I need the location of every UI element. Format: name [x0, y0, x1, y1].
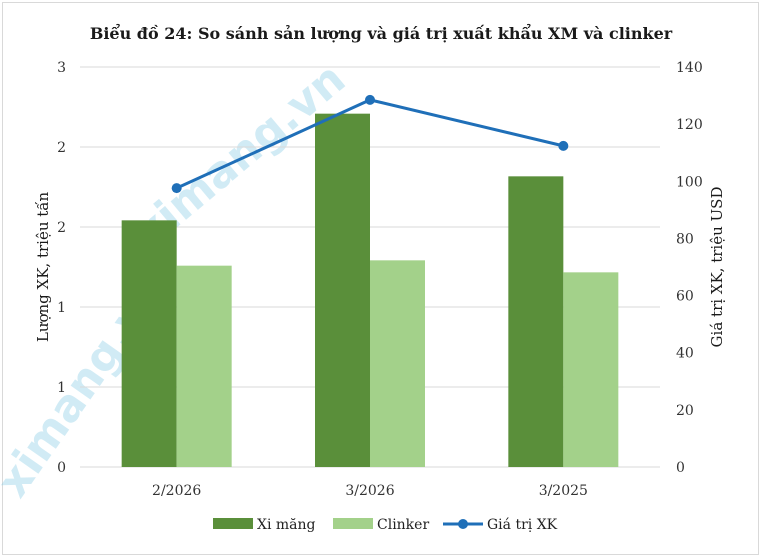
x-tick-label: 3/2025	[539, 483, 588, 499]
y-right-tick-label: 0	[676, 460, 685, 476]
legend-swatch	[333, 518, 373, 529]
y-right-tick-label: 20	[676, 403, 694, 419]
y-left-tick-label: 3	[57, 60, 66, 76]
y-left-tick-label: 2	[57, 220, 66, 236]
y-axis-left-label: Lượng XK, triệu tấn	[34, 192, 52, 343]
x-tick-label: 2/2026	[152, 483, 201, 499]
y-left-tick-label: 2	[57, 140, 66, 156]
legend: Xi măng Clinker Giá trị XK	[213, 517, 558, 533]
y-right-tick-label: 40	[676, 346, 694, 362]
bar-xi-mang	[508, 176, 564, 468]
bar-xi-mang	[121, 220, 177, 467]
bar-clinker	[563, 272, 619, 467]
legend-label: Giá trị XK	[487, 517, 558, 533]
y-left-tick-label: 1	[57, 300, 66, 316]
y-right-tick-label: 60	[676, 289, 694, 305]
line-point	[365, 94, 375, 105]
y-axis-right-label: Giá trị XK, triệu USD	[708, 187, 726, 348]
y-right-tick-label: 120	[676, 117, 703, 133]
y-right-tick-label: 80	[676, 231, 694, 247]
legend-label: Xi măng	[257, 517, 316, 533]
legend-swatch	[213, 518, 253, 529]
legend-label: Clinker	[377, 517, 429, 533]
bar-xi-mang	[315, 113, 370, 468]
bar-clinker	[176, 265, 232, 467]
line-point	[171, 183, 182, 194]
y-left-tick-label: 0	[57, 460, 66, 476]
y-left-tick-label: 1	[57, 380, 66, 396]
legend-marker	[458, 519, 468, 529]
y-right-tick-label: 140	[676, 60, 703, 76]
bar-clinker	[370, 260, 425, 467]
line-point	[558, 140, 569, 151]
x-tick-label: 3/2026	[345, 483, 394, 499]
y-right-tick-label: 100	[676, 174, 703, 190]
chart-title: Biểu đồ 24: So sánh sản lượng và giá trị…	[90, 22, 673, 43]
